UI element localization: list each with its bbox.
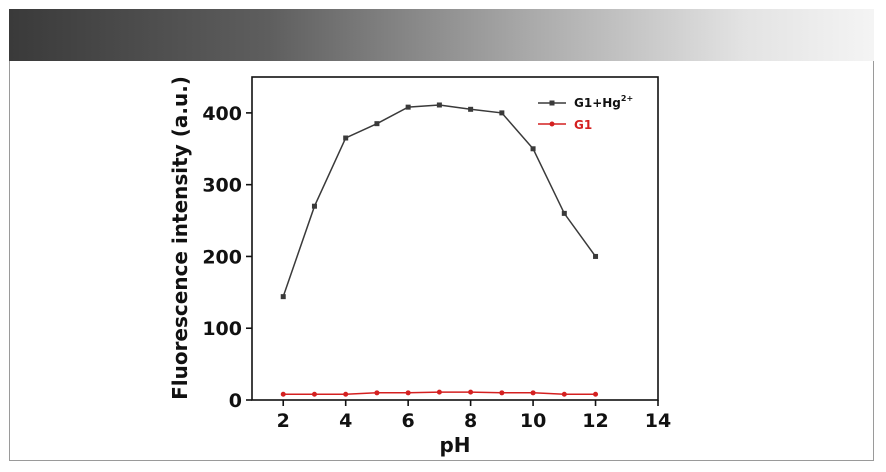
data-point-g1 bbox=[343, 391, 349, 397]
header-banner bbox=[9, 9, 874, 61]
data-point-g1-hg bbox=[280, 294, 286, 300]
legend-label-g1: G1 bbox=[574, 118, 592, 132]
data-point-g1-hg bbox=[374, 121, 380, 127]
data-point-g1 bbox=[374, 390, 380, 396]
x-axis-title: pH bbox=[439, 433, 470, 457]
x-tick-label: 14 bbox=[645, 410, 671, 432]
data-point-g1 bbox=[311, 391, 317, 397]
legend-label-g1-hg: G1+Hg2+ bbox=[574, 94, 633, 110]
data-point-g1-hg bbox=[436, 102, 442, 108]
data-point-g1 bbox=[499, 390, 505, 396]
data-point-g1-hg bbox=[405, 104, 411, 110]
x-tick-label: 2 bbox=[277, 410, 290, 432]
legend-item-g1-hg: G1+Hg2+ bbox=[538, 94, 633, 110]
y-axis-title: Fluorescence intensity (a.u.) bbox=[168, 76, 192, 400]
legend-item-g1: G1 bbox=[538, 118, 592, 132]
x-tick-label: 6 bbox=[402, 410, 415, 432]
data-point-g1 bbox=[530, 390, 536, 396]
data-point-g1 bbox=[593, 391, 599, 397]
data-point-g1 bbox=[561, 391, 567, 397]
data-point-g1-hg bbox=[499, 110, 505, 116]
data-point-g1-hg bbox=[343, 135, 349, 141]
x-tick-label: 10 bbox=[520, 410, 546, 432]
figure-frame bbox=[9, 9, 874, 461]
data-point-g1-hg bbox=[561, 210, 567, 216]
legend-marker-g1 bbox=[549, 121, 555, 127]
y-tick-label: 400 bbox=[202, 103, 242, 125]
data-point-g1 bbox=[405, 390, 411, 396]
series-line-g1-hg bbox=[282, 104, 597, 297]
x-tick-label: 4 bbox=[339, 410, 352, 432]
y-tick-label: 0 bbox=[229, 390, 242, 412]
x-tick-label: 8 bbox=[464, 410, 477, 432]
legend-label-g1-hg-base: G1+Hg bbox=[574, 96, 621, 110]
data-point-g1-hg bbox=[593, 253, 599, 259]
data-point-g1 bbox=[280, 391, 286, 397]
data-point-g1 bbox=[468, 389, 474, 395]
legend-label-g1-hg-superscript: 2+ bbox=[621, 94, 633, 103]
legend-marker-g1-hg bbox=[549, 100, 555, 106]
x-tick-label: 12 bbox=[582, 410, 608, 432]
data-point-g1-hg bbox=[530, 146, 536, 152]
data-point-g1 bbox=[436, 389, 442, 395]
legend: G1+Hg2+ G1 bbox=[538, 94, 633, 132]
y-tick-label: 300 bbox=[202, 175, 242, 197]
y-tick-label: 100 bbox=[202, 318, 242, 340]
data-point-g1-hg bbox=[468, 106, 474, 112]
data-point-g1-hg bbox=[311, 203, 317, 209]
y-tick-label: 200 bbox=[202, 246, 242, 268]
plot-area-frame bbox=[251, 76, 659, 401]
